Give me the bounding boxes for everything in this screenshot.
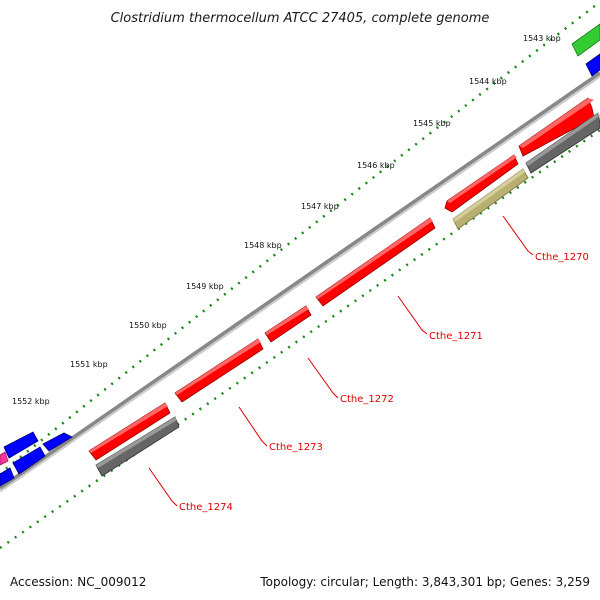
- leader-line-cthe-1274: [148, 467, 178, 507]
- gene-red-6[interactable]: [88, 402, 171, 461]
- feature-olive-1[interactable]: [452, 168, 529, 230]
- tick-label-1552: 1552 kbp: [12, 397, 50, 406]
- inner-tick-ring: [0, 128, 600, 550]
- genome-backbone-shadow: [0, 74, 600, 493]
- map-title: Clostridium thermocellum ATCC 27405, com…: [111, 11, 490, 26]
- gene-pink-left[interactable]: [0, 451, 9, 466]
- feature-gray-1[interactable]: [525, 112, 600, 174]
- gene-blue-left-1[interactable]: [3, 431, 39, 459]
- gene-label-cthe-1274[interactable]: Cthe_1274: [179, 502, 233, 513]
- outer-tick-ring: [0, 1, 600, 476]
- gene-red-5[interactable]: [174, 338, 264, 403]
- gene-red-4[interactable]: [264, 305, 312, 343]
- feature-gray-2[interactable]: [95, 416, 180, 477]
- gene-label-cthe-1271[interactable]: Cthe_1271: [429, 331, 483, 342]
- tick-label-1550: 1550 kbp: [129, 321, 167, 330]
- gene-blue-left-2[interactable]: [42, 432, 73, 452]
- leader-line-cthe-1272: [307, 357, 339, 399]
- gene-label-cthe-1270[interactable]: Cthe_1270: [535, 252, 589, 263]
- gene-blue-left-4[interactable]: [0, 467, 15, 487]
- leader-line-cthe-1271: [397, 295, 428, 335]
- gene-red-3[interactable]: [315, 217, 436, 307]
- gene-green-top-right[interactable]: [571, 23, 600, 57]
- gene-blue-top-right[interactable]: [585, 53, 600, 77]
- tick-label-1551: 1551 kbp: [70, 360, 108, 369]
- accession-text: Accession: NC_009012: [10, 575, 146, 589]
- genome-backbone: [0, 71, 600, 490]
- tick-label-1545: 1545 kbp: [413, 119, 451, 128]
- gene-label-cthe-1272[interactable]: Cthe_1272: [340, 394, 394, 405]
- tick-label-1546: 1546 kbp: [357, 161, 395, 170]
- tick-label-1547: 1547 kbp: [301, 202, 339, 211]
- leader-line-cthe-1273: [238, 406, 268, 447]
- gene-blue-left-3[interactable]: [12, 446, 46, 475]
- leader-line-cthe-1270: [502, 215, 534, 256]
- tick-label-1548: 1548 kbp: [244, 241, 282, 250]
- tick-label-1544: 1544 kbp: [469, 77, 507, 86]
- tick-label-1549: 1549 kbp: [186, 282, 224, 291]
- gene-red-2[interactable]: [444, 154, 519, 213]
- genome-summary-text: Topology: circular; Length: 3,843,301 bp…: [259, 575, 590, 589]
- gene-red-1[interactable]: [518, 97, 595, 157]
- tick-label-1543: 1543 kbp: [523, 34, 561, 43]
- gene-label-cthe-1273[interactable]: Cthe_1273: [269, 442, 323, 453]
